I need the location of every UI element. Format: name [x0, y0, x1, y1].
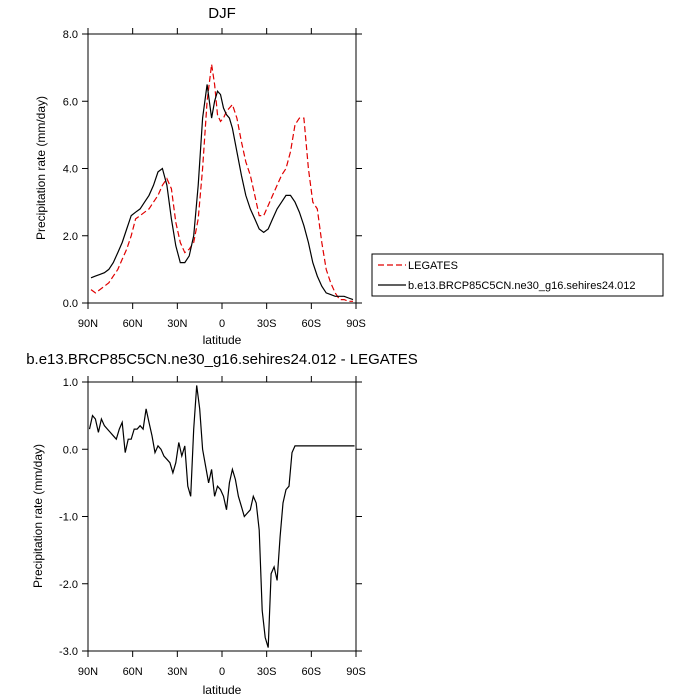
bottom-chart-y-axis-label: Precipitation rate (mm/day)	[31, 444, 45, 588]
bottom-chart-y-tick-label: -2.0	[59, 579, 78, 591]
top-chart-x-ticks: 90N 60N 30N 0 30S 60S 90S	[78, 28, 366, 330]
top-chart-y-ticks: 0.0 2.0 4.0 6.0 8.0	[63, 29, 362, 310]
top-chart-series-line-0	[90, 64, 353, 302]
top-chart-legend: LEGATES b.e13.BRCP85C5CN.ne30_g16.sehire…	[371, 253, 664, 297]
top-chart-series-line-1	[90, 84, 354, 301]
bottom-chart-x-tick-label: 30N	[167, 666, 187, 678]
top-chart-x-tick-label: 30N	[167, 318, 187, 330]
bottom-chart-y-tick-label: -1.0	[59, 512, 78, 524]
top-chart-x-tick-label: 90N	[78, 318, 98, 330]
top-chart-y-tick-label: 0.0	[63, 298, 78, 310]
bottom-chart-series	[88, 385, 355, 648]
bottom-chart-series-line-0	[88, 385, 355, 648]
bottom-chart-y-tick-label: 1.0	[63, 377, 78, 389]
top-chart-y-tick-label: 6.0	[63, 96, 78, 108]
bottom-chart-y-tick-label: -3.0	[59, 646, 78, 658]
legend-box	[371, 253, 664, 297]
bottom-chart-x-axis-label: latitude	[203, 683, 242, 697]
top-chart-x-tick-label: 60N	[123, 318, 143, 330]
top-chart-x-axis-label: latitude	[203, 333, 242, 347]
bottom-chart-x-tick-label: 90S	[346, 666, 366, 678]
bottom-chart-y-tick-label: 0.0	[63, 444, 78, 456]
bottom-chart-title: b.e13.BRCP85C5CN.ne30_g16.sehires24.012 …	[26, 351, 418, 368]
bottom-chart-x-tick-label: 0	[219, 666, 225, 678]
bottom-chart-x-tick-label: 60S	[302, 666, 322, 678]
top-chart-y-tick-label: 8.0	[63, 29, 78, 41]
top-chart-x-tick-label: 30S	[257, 318, 277, 330]
bottom-chart-y-ticks: -3.0 -2.0 -1.0 0.0 1.0	[59, 377, 362, 658]
bottom-chart: b.e13.BRCP85C5CN.ne30_g16.sehires24.012 …	[26, 351, 418, 697]
bottom-chart-x-ticks: 90N 60N 30N 0 30S 60S 90S	[78, 376, 366, 678]
top-chart-x-tick-label: 60S	[302, 318, 322, 330]
bottom-chart-x-tick-label: 30S	[257, 666, 277, 678]
legend-label-model: b.e13.BRCP85C5CN.ne30_g16.sehires24.012	[408, 280, 636, 292]
bottom-chart-x-tick-label: 60N	[123, 666, 143, 678]
top-chart-x-tick-label: 90S	[346, 318, 366, 330]
top-chart-series	[90, 64, 354, 302]
top-chart-title: DJF	[208, 5, 236, 22]
top-chart: DJF 0.02.04.06.08.0 90N 60N 30N 0 30S 60S 90S …	[34, 5, 366, 347]
legend-label-legates: LEGATES	[408, 260, 458, 272]
bottom-chart-x-tick-label: 90N	[78, 666, 98, 678]
top-chart-plot-frame	[87, 33, 357, 304]
top-chart-y-tick-label: 4.0	[63, 164, 78, 176]
bottom-chart-plot-frame	[87, 381, 357, 652]
top-chart-x-tick-label: 0	[219, 318, 225, 330]
top-chart-y-tick-label: 2.0	[63, 231, 78, 243]
top-chart-y-axis-label: Precipitation rate (mm/day)	[34, 96, 48, 240]
